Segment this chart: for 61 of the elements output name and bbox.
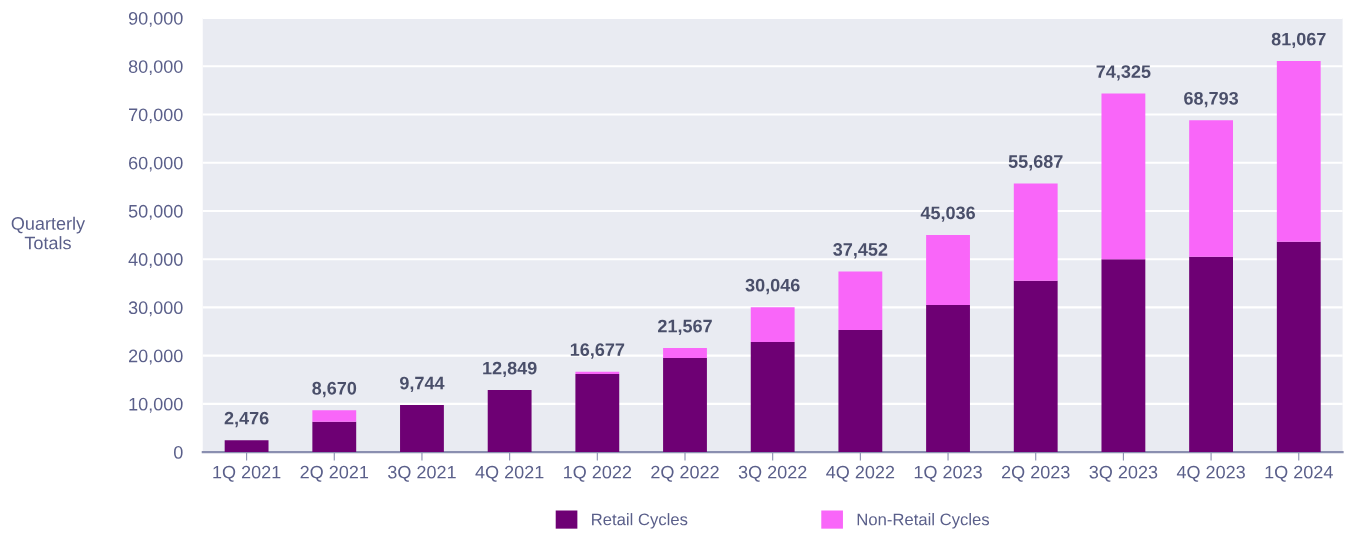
bar xyxy=(663,358,707,453)
y-tick-label: 20,000 xyxy=(129,349,183,365)
total-label: 74,325 xyxy=(1096,65,1151,81)
bar xyxy=(926,304,970,453)
bar xyxy=(838,330,883,453)
x-tick-label: 1Q 2024 xyxy=(1265,465,1333,482)
bar xyxy=(663,348,707,359)
y-tick-label: 40,000 xyxy=(128,253,183,269)
x-tick-label: 2Q 2021 xyxy=(300,465,369,482)
x-tick-label: 3Q 2023 xyxy=(1089,465,1158,482)
bar xyxy=(400,405,444,453)
bar xyxy=(750,342,795,453)
bar xyxy=(312,421,357,453)
y-tick-label: 60,000 xyxy=(129,156,183,172)
x-tick-label: 1Q 2021 xyxy=(213,465,281,482)
y-tick-label: 70,000 xyxy=(129,108,183,124)
bar xyxy=(1189,256,1233,453)
y-axis-title: Quarterly Totals xyxy=(11,216,86,250)
bar xyxy=(750,307,795,343)
x-tick-label: 2Q 2023 xyxy=(1002,465,1070,482)
x-tick-label: 4Q 2023 xyxy=(1176,465,1245,482)
y-tick-label: 30,000 xyxy=(128,301,183,317)
bar xyxy=(1276,241,1321,453)
x-tick-label: 1Q 2022 xyxy=(564,465,632,482)
bar xyxy=(312,410,357,422)
bar xyxy=(1013,280,1058,453)
total-label: 12,849 xyxy=(483,361,537,378)
total-label: 16,677 xyxy=(570,343,625,359)
bar xyxy=(1189,120,1233,257)
bar xyxy=(1101,259,1146,453)
bar xyxy=(926,234,970,305)
total-label: 55,687 xyxy=(1008,155,1063,171)
bar xyxy=(1013,183,1058,281)
total-label: 9,744 xyxy=(400,376,445,393)
x-tick-label: 2Q 2022 xyxy=(651,465,719,482)
bar xyxy=(1276,61,1321,242)
x-tick-label: 1Q 2023 xyxy=(914,465,982,482)
bar xyxy=(487,390,532,453)
legend-label: Non-Retail Cycles xyxy=(857,513,990,529)
y-tick-label: 10,000 xyxy=(129,397,183,413)
total-label: 45,036 xyxy=(920,206,975,222)
x-tick-label: 4Q 2022 xyxy=(826,465,895,482)
total-label: 37,452 xyxy=(833,243,888,259)
total-label: 81,067 xyxy=(1271,32,1326,49)
y-tick-label: 90,000 xyxy=(128,11,183,27)
x-tick-label: 4Q 2021 xyxy=(475,465,544,482)
bar xyxy=(838,271,883,331)
total-label: 21,567 xyxy=(658,319,712,336)
x-tick-label: 3Q 2021 xyxy=(388,465,456,482)
total-label: 2,476 xyxy=(224,411,269,428)
x-tick-label: 3Q 2022 xyxy=(738,465,807,482)
bar xyxy=(1101,93,1146,260)
y-tick-label: 80,000 xyxy=(128,60,183,76)
y-tick-label: 0 xyxy=(173,446,183,459)
bar xyxy=(575,373,620,453)
legend-label: Retail Cycles xyxy=(592,513,688,529)
y-tick-label: 50,000 xyxy=(128,204,183,220)
bar xyxy=(224,440,269,453)
total-label: 30,046 xyxy=(745,278,800,295)
total-label: 8,670 xyxy=(312,381,357,398)
total-label: 68,793 xyxy=(1184,91,1239,108)
